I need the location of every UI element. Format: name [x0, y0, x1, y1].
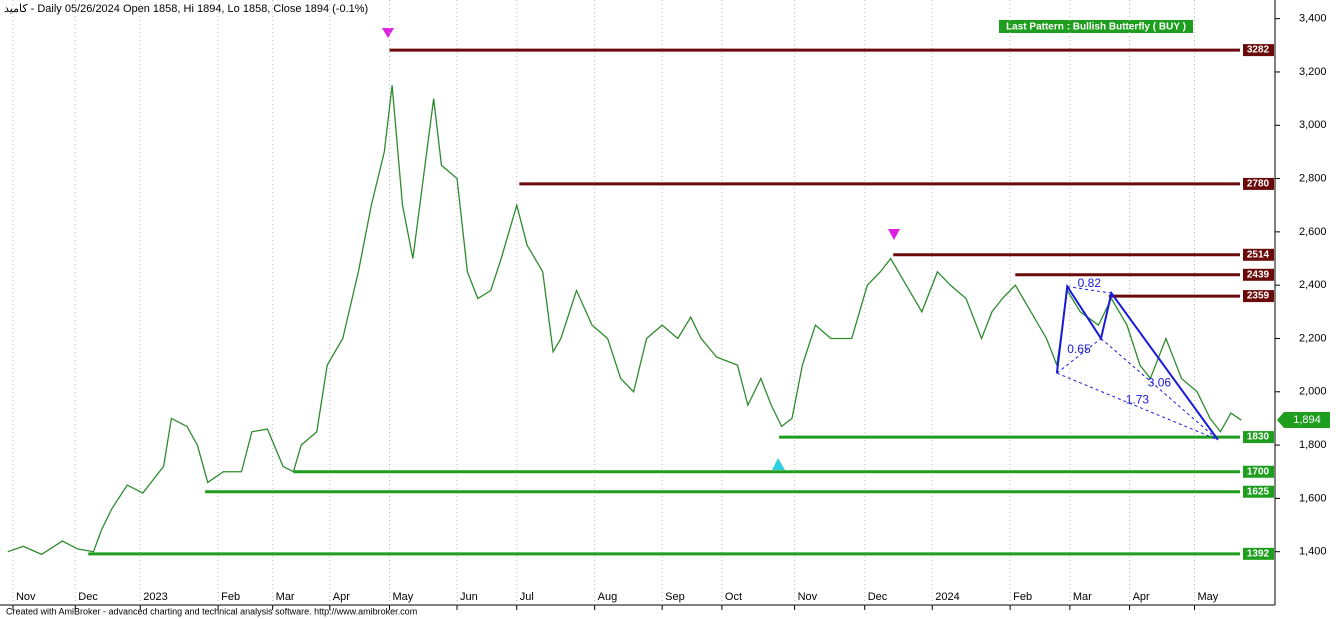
y-tick-label: 3,200: [1299, 66, 1327, 78]
level-badge: [1243, 547, 1274, 560]
y-tick-label: 2,800: [1299, 172, 1327, 184]
level-label: 2514: [1247, 249, 1270, 260]
x-tick-label: 2024: [935, 591, 959, 603]
level-label: 2780: [1247, 179, 1270, 190]
pattern-ratio: 0.65: [1067, 342, 1091, 356]
y-tick-label: 3,400: [1299, 13, 1327, 25]
level-badge: [1243, 465, 1274, 478]
level-badge: [1243, 485, 1274, 498]
level-label: 1392: [1247, 548, 1270, 559]
level-badge: [1243, 268, 1274, 281]
x-tick-label: May: [1198, 591, 1219, 603]
x-tick-label: Jul: [520, 591, 534, 603]
pattern-label: Last Pattern : Bullish Butterfly ( BUY ): [1006, 22, 1186, 33]
level-badge: [1243, 290, 1274, 303]
pattern-ratio-line: [1056, 372, 1219, 441]
level-label: 2359: [1247, 291, 1270, 302]
level-label: 1830: [1247, 432, 1270, 443]
level-badge: [1243, 248, 1274, 261]
x-tick-label: Apr: [333, 591, 350, 603]
y-tick-label: 1,400: [1299, 546, 1327, 558]
x-tick-label: 2023: [143, 591, 167, 603]
level-badge: [1243, 431, 1274, 444]
y-tick-label: 3,000: [1299, 119, 1327, 131]
x-tick-label: Apr: [1133, 591, 1150, 603]
x-tick-label: Sep: [665, 591, 685, 603]
pattern-ratio: 0.82: [1078, 276, 1102, 290]
signal-arrow: [382, 28, 394, 38]
level-label: 2439: [1247, 269, 1270, 280]
pattern-ratio: 3.06: [1148, 375, 1172, 389]
pattern-ratio-line: [1067, 286, 1112, 294]
x-tick-label: Jun: [460, 591, 478, 603]
pattern-badge: [999, 20, 1193, 33]
x-tick-label: Dec: [868, 591, 888, 603]
chart-title: كاميد - Daily 05/26/2024 Open 1858, Hi 1…: [4, 3, 368, 15]
y-tick-label: 2,200: [1299, 332, 1327, 344]
signal-arrow: [772, 458, 785, 470]
x-tick-label: Aug: [598, 591, 618, 603]
level-label: 1625: [1247, 486, 1270, 497]
y-tick-label: 1,800: [1299, 439, 1327, 451]
x-tick-label: May: [393, 591, 414, 603]
x-tick-label: Feb: [221, 591, 240, 603]
x-tick-label: Mar: [1073, 591, 1092, 603]
x-tick-label: Mar: [276, 591, 295, 603]
price-line: [7, 85, 1242, 556]
y-tick-label: 2,600: [1299, 226, 1327, 238]
level-label: 1700: [1247, 466, 1270, 477]
x-tick-label: Dec: [78, 591, 98, 603]
x-tick-label: Nov: [798, 591, 818, 603]
level-badge: [1243, 44, 1274, 57]
y-tick-label: 1,600: [1299, 492, 1327, 504]
x-tick-label: Oct: [725, 591, 742, 603]
footer: Created with AmiBroker - advanced charti…: [6, 606, 417, 616]
y-tick-label: 2,400: [1299, 279, 1327, 291]
level-label: 3282: [1247, 45, 1270, 56]
x-tick-label: Feb: [1013, 591, 1032, 603]
pattern-ratio: 1.73: [1126, 393, 1150, 407]
signal-arrow: [888, 229, 900, 240]
last-price-label: 1,894: [1293, 414, 1321, 426]
last-price-badge: [1277, 412, 1330, 429]
level-badge: [1243, 177, 1274, 190]
x-tick-label: Nov: [16, 591, 36, 603]
pattern-ratio-line: [1100, 338, 1219, 441]
y-tick-label: 2,000: [1299, 386, 1327, 398]
